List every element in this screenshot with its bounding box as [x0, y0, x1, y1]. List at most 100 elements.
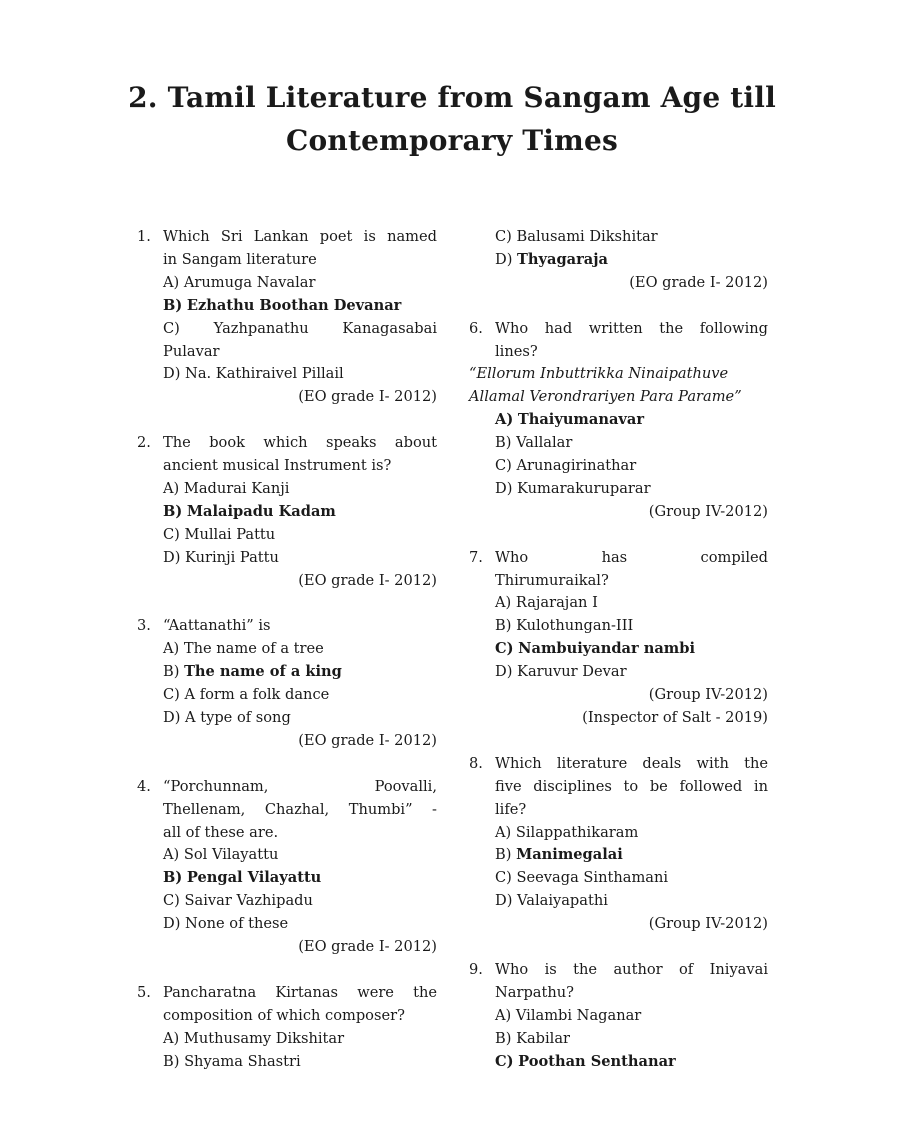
question-9: 9. Who is the author of Iniyavai Narpathu?…: [469, 959, 768, 1074]
option: A) Rajarajan I: [495, 592, 768, 615]
stem-line: five disciplines to be followed in: [495, 777, 768, 795]
option-text: A form a folk dance: [184, 686, 330, 704]
text-line: D) Kumarakuruparar: [495, 478, 768, 501]
exam-source: (Inspector of Salt - 2019): [582, 709, 768, 726]
text-line: A) The name of a tree: [163, 638, 437, 661]
option-text: None of these: [185, 915, 289, 933]
option-text: Karuvur Devar: [517, 663, 627, 681]
stem-line: Thirumuraikal?: [495, 571, 609, 589]
option-label: D): [163, 915, 181, 933]
text-line: B) Pengal Vilayattu: [163, 867, 437, 890]
option-label: B): [495, 434, 512, 452]
stem-line: life?: [495, 800, 527, 818]
stem-line: The book which speaks about: [163, 434, 437, 452]
text-line: B) Kulothungan-III: [495, 615, 768, 638]
option-text: Na. Kathiraivel Pillail: [185, 365, 344, 383]
option-text: Rajarajan I: [515, 594, 598, 612]
option: C) A form a folk dance: [163, 684, 437, 707]
stem-line: composition of which composer?: [163, 1006, 405, 1024]
option-label: B): [163, 296, 183, 314]
text-line: B) The name of a king: [163, 661, 437, 684]
option-text: Silappathikaram: [515, 823, 639, 841]
quoted-line: Allamal Verondrariyen Para Parame”: [469, 388, 742, 406]
option-label: A): [495, 594, 512, 612]
text-line: B) Kabilar: [495, 1028, 768, 1051]
option: C) Seevaga Sinthamani: [495, 867, 768, 890]
stem-line: Who had written the following: [495, 319, 768, 337]
text-line: D) A type of song: [163, 707, 437, 730]
text-line: C) Mullai Pattu: [163, 524, 437, 547]
text-line: A) Muthusamy Dikshitar: [163, 1028, 437, 1051]
option-label: B): [495, 617, 512, 635]
option-label: D): [163, 548, 181, 566]
option: D) None of these: [163, 913, 437, 936]
question-number: 4.: [137, 777, 151, 795]
stem-line: in Sangam literature: [163, 250, 317, 268]
option-correct: B) Malaipadu Kadam: [163, 501, 437, 524]
option-label: A): [495, 1006, 512, 1024]
stem-line: Which Sri Lankan poet is named: [163, 228, 437, 245]
exam-source: (Group IV-2012): [648, 915, 768, 933]
question-4: 4. “Porchunnam, Poovalli, Thellenam, Chazh…: [137, 776, 437, 959]
option: D) Valaiyapathi: [495, 890, 768, 913]
stem-line: “Aattanathi” is: [163, 617, 271, 635]
option-label: B): [163, 663, 180, 681]
option-correct: C) Poothan Senthanar: [495, 1051, 768, 1074]
option: D) Karuvur Devar: [495, 661, 768, 684]
question-stem: Which Sri Lankan poet is named in Sangam …: [163, 226, 437, 272]
option: A) Madurai Kanji: [163, 478, 437, 501]
right-column: C) Balusami Dikshitar D) Thyagaraja (EO gr…: [469, 226, 768, 1096]
question-2: 2. The book which speaks about ancient mus…: [137, 432, 437, 592]
stem-line: “Porchunnam, Poovalli,: [163, 777, 437, 795]
question-number: 6.: [469, 319, 483, 337]
option-text: Pulavar: [163, 342, 220, 360]
text-line: C) Yazhpanathu Kanagasabai: [163, 318, 437, 341]
option-text: Muthusamy Dikshitar: [183, 1029, 345, 1047]
text-line: B) Malaipadu Kadam: [163, 501, 437, 524]
question-8: 8. Which literature deals with the five di…: [469, 753, 768, 936]
text-line: B) Ezhathu Boothan Devanar: [163, 295, 437, 318]
question-stem: Who had written the following lines?: [495, 318, 768, 364]
text-line: C) Seevaga Sinthamani: [495, 867, 768, 890]
option-label: C): [163, 319, 180, 337]
option: B) Vallalar: [495, 432, 768, 455]
option: C) Balusami Dikshitar: [495, 226, 768, 249]
option-label: B): [163, 869, 183, 887]
option: C) Yazhpanathu Kanagasabai Pulavar: [163, 318, 437, 364]
exam-source: (EO grade I- 2012): [298, 571, 437, 589]
option-text: Sol Vilayattu: [183, 846, 279, 864]
question-6: 6. Who had written the following lines? “El…: [469, 318, 768, 524]
option-text: A type of song: [185, 709, 291, 726]
option-correct: B) The name of a king: [163, 661, 437, 684]
question-number: 8.: [469, 754, 483, 772]
option-label: A): [495, 823, 512, 841]
question-1: 1. Which Sri Lankan poet is named in Sanga…: [137, 226, 437, 409]
option-text: Malaipadu Kadam: [186, 502, 336, 520]
text-line: A) Thaiyumanavar: [495, 409, 768, 432]
question-stem: Who has compiled Thirumuraikal?: [495, 547, 768, 593]
option-label: B): [163, 502, 183, 520]
option-text: Pengal Vilayattu: [186, 869, 322, 887]
question-stem: “Aattanathi” is: [163, 615, 437, 638]
option-label: C): [495, 457, 512, 475]
option-label: C): [163, 892, 180, 910]
exam-source: (EO grade I- 2012): [298, 938, 437, 956]
text-line: D) Karuvur Devar: [495, 661, 768, 684]
option-label: B): [495, 1029, 512, 1047]
exam-source: (EO grade I- 2012): [629, 273, 768, 291]
option: A) Vilambi Naganar: [495, 1005, 768, 1028]
option-text: Yazhpanathu Kanagasabai: [213, 319, 437, 337]
option-correct: A) Thaiyumanavar: [495, 409, 768, 432]
question-stem: “Porchunnam, Poovalli, Thellenam, Chazhal…: [163, 776, 437, 845]
question-number: 1.: [137, 228, 151, 245]
question-5-continued: C) Balusami Dikshitar D) Thyagaraja (EO gr…: [469, 226, 768, 295]
text-line: B) Shyama Shastri: [163, 1051, 437, 1074]
title-line: Contemporary Times: [286, 124, 618, 157]
text-line: C) Saivar Vazhipadu: [163, 890, 437, 913]
option-text: The name of a tree: [183, 640, 324, 658]
option-text: Shyama Shastri: [184, 1052, 301, 1070]
question-number: 5.: [137, 983, 151, 1001]
option-text: Poothan Senthanar: [518, 1052, 676, 1070]
question-number: 9.: [469, 960, 483, 978]
question-number: 7.: [469, 548, 483, 566]
